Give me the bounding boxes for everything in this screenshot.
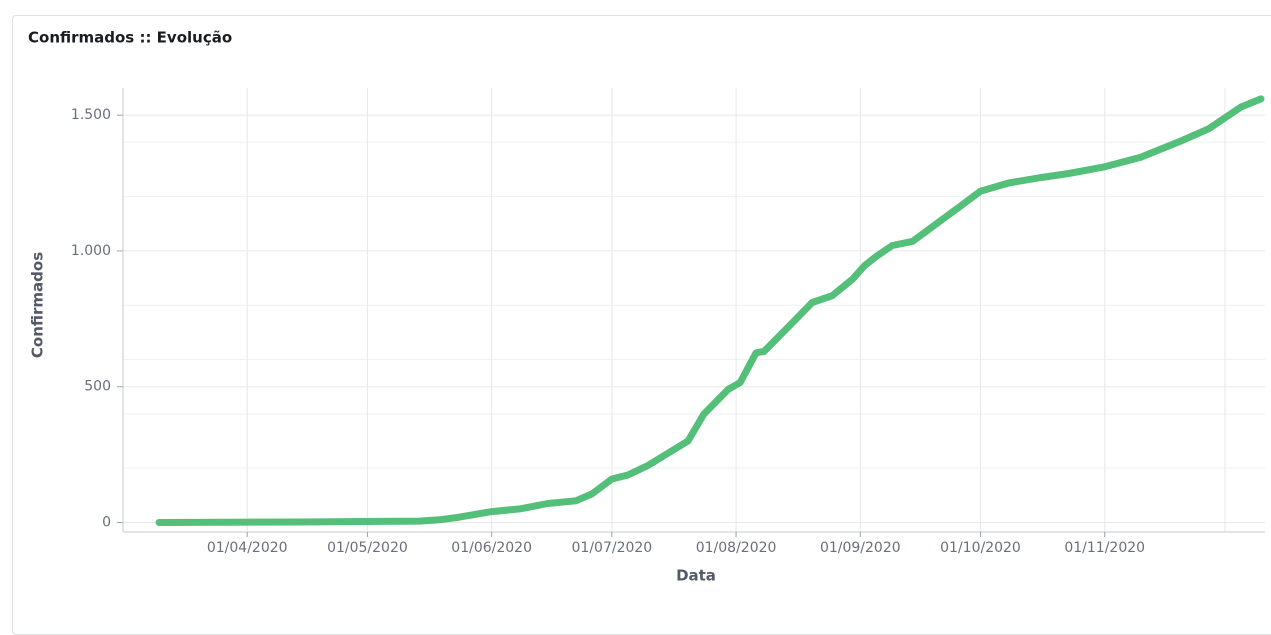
x-tick-label: 01/10/2020	[940, 540, 1021, 556]
page: Confirmados :: Evolução Data Confirmados…	[12, 15, 1271, 635]
x-tick-label: 01/11/2020	[1064, 540, 1145, 556]
y-tick-label: 1.000	[71, 243, 111, 259]
x-tick-label: 01/08/2020	[696, 540, 777, 556]
x-tick-label: 01/06/2020	[451, 540, 532, 556]
x-axis-title: Data	[676, 567, 716, 585]
chart: Confirmados :: Evolução Data Confirmados…	[28, 29, 1265, 585]
x-tick-label: 01/05/2020	[327, 540, 408, 556]
y-tick-label: 0	[102, 514, 111, 530]
y-tick-label: 500	[84, 379, 111, 395]
x-tick-label: 01/09/2020	[820, 540, 901, 556]
chart-title: Confirmados :: Evolução	[28, 29, 232, 47]
line	[155, 95, 1265, 526]
y-tick-label: 1.500	[71, 107, 111, 123]
x-tick-label: 01/07/2020	[572, 540, 653, 556]
x-tick-label: 01/04/2020	[207, 540, 288, 556]
y-axis-title: Confirmados	[29, 252, 47, 358]
